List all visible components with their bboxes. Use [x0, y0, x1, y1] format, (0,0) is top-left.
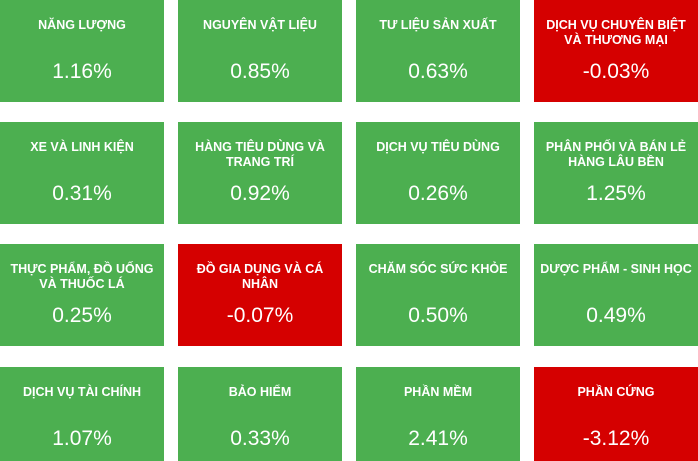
sector-change: -0.03% — [582, 60, 650, 83]
sector-name: XE VÀ LINH KIỆN — [30, 140, 134, 154]
sector-name: DỊCH VỤ TIÊU DÙNG — [376, 140, 500, 154]
sector-tile-nguyen-vat-lieu[interactable]: NGUYÊN VẬT LIỆU 0.85% — [178, 0, 342, 102]
sector-tile-dich-vu-chuyen-biet[interactable]: DỊCH VỤ CHUYÊN BIỆT VÀ THƯƠNG MẠI -0.03% — [534, 0, 698, 102]
sector-change: 0.92% — [230, 182, 290, 205]
sector-tile-cham-soc-suc-khoe[interactable]: CHĂM SÓC SỨC KHỎE 0.50% — [356, 244, 520, 346]
sector-tile-dich-vu-tieu-dung[interactable]: DỊCH VỤ TIÊU DÙNG 0.26% — [356, 122, 520, 224]
sector-change: 0.49% — [586, 304, 646, 327]
sector-change: 0.33% — [230, 427, 290, 450]
sector-tile-tu-lieu-san-xuat[interactable]: TƯ LIỆU SẢN XUẤT 0.63% — [356, 0, 520, 102]
sector-name: PHẦN MỀM — [403, 385, 473, 399]
sector-name: NGUYÊN VẬT LIỆU — [203, 18, 317, 32]
sector-name: TƯ LIỆU SẢN XUẤT — [379, 18, 497, 32]
sector-change: 2.41% — [408, 427, 468, 450]
sector-change: -3.12% — [582, 427, 650, 450]
sector-tile-phan-cung[interactable]: PHẦN CỨNG -3.12% — [534, 367, 698, 461]
sector-name: PHẦN CỨNG — [577, 385, 655, 399]
sector-tile-do-gia-dung[interactable]: ĐỒ GIA DỤNG VÀ CÁ NHÂN -0.07% — [178, 244, 342, 346]
sector-tile-nang-luong[interactable]: NĂNG LƯỢNG 1.16% — [0, 0, 164, 102]
sector-name: NĂNG LƯỢNG — [38, 18, 126, 32]
sector-change: 0.63% — [408, 60, 468, 83]
sector-name: ĐỒ GIA DỤNG VÀ CÁ NHÂN — [196, 262, 324, 291]
sector-change: 0.26% — [408, 182, 468, 205]
sector-tile-xe-va-linh-kien[interactable]: XE VÀ LINH KIỆN 0.31% — [0, 122, 164, 224]
sector-name: BẢO HIỂM — [228, 385, 292, 399]
sector-name: DỊCH VỤ CHUYÊN BIỆT VÀ THƯƠNG MẠI — [546, 18, 686, 47]
sector-name: HÀNG TIÊU DÙNG VÀ TRANG TRÍ — [195, 140, 325, 169]
sector-name: CHĂM SÓC SỨC KHỎE — [368, 262, 508, 276]
sector-change: 0.50% — [408, 304, 468, 327]
sector-change: 0.31% — [52, 182, 112, 205]
sector-change: 0.25% — [52, 304, 112, 327]
sector-tile-duoc-pham[interactable]: DƯỢC PHẨM - SINH HỌC 0.49% — [534, 244, 698, 346]
sector-tile-dich-vu-tai-chinh[interactable]: DỊCH VỤ TÀI CHÍNH 1.07% — [0, 367, 164, 461]
sector-tile-hang-tieu-dung[interactable]: HÀNG TIÊU DÙNG VÀ TRANG TRÍ 0.92% — [178, 122, 342, 224]
sector-name: DỊCH VỤ TÀI CHÍNH — [22, 385, 142, 399]
sector-change: 1.16% — [52, 60, 112, 83]
sector-tile-thuc-pham[interactable]: THỰC PHẨM, ĐỒ UỐNG VÀ THUỐC LÁ 0.25% — [0, 244, 164, 346]
sector-change: -0.07% — [226, 304, 294, 327]
sector-name: DƯỢC PHẨM - SINH HỌC — [540, 262, 692, 276]
sector-tile-bao-hiem[interactable]: BẢO HIỂM 0.33% — [178, 367, 342, 461]
sector-change: 1.25% — [586, 182, 646, 205]
sector-change: 0.85% — [230, 60, 290, 83]
sector-name: PHÂN PHỐI VÀ BÁN LẺ HÀNG LÂU BỀN — [545, 140, 687, 169]
sector-tile-phan-mem[interactable]: PHẦN MỀM 2.41% — [356, 367, 520, 461]
sector-name: THỰC PHẨM, ĐỒ UỐNG VÀ THUỐC LÁ — [10, 262, 154, 291]
sector-tile-phan-phoi-ban-le[interactable]: PHÂN PHỐI VÀ BÁN LẺ HÀNG LÂU BỀN 1.25% — [534, 122, 698, 224]
sector-change: 1.07% — [52, 427, 112, 450]
